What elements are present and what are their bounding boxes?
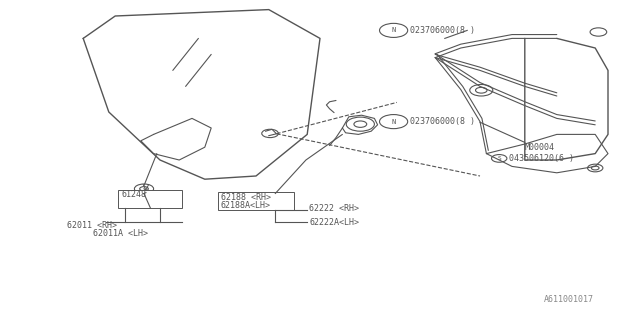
- Text: M00004: M00004: [525, 143, 555, 152]
- Text: A611001017: A611001017: [544, 295, 594, 304]
- Text: 62011A <LH>: 62011A <LH>: [93, 229, 148, 238]
- Text: 043506120(6 ): 043506120(6 ): [509, 154, 574, 163]
- Text: 61248: 61248: [122, 190, 147, 199]
- Circle shape: [380, 23, 408, 37]
- Text: N: N: [392, 119, 396, 124]
- Circle shape: [380, 115, 408, 129]
- Text: S: S: [497, 156, 501, 161]
- Text: 62222A<LH>: 62222A<LH>: [309, 218, 359, 227]
- Bar: [218, 192, 294, 210]
- Text: 023706000(8 ): 023706000(8 ): [410, 117, 475, 126]
- Text: 62188 <RH>: 62188 <RH>: [221, 193, 271, 202]
- Bar: [118, 190, 182, 208]
- Text: 62222 <RH>: 62222 <RH>: [309, 204, 359, 213]
- Text: N: N: [392, 28, 396, 33]
- Text: 023706000(8 ): 023706000(8 ): [410, 26, 475, 35]
- Text: 62188A<LH>: 62188A<LH>: [221, 201, 271, 210]
- Text: 62011 <RH>: 62011 <RH>: [67, 221, 117, 230]
- Circle shape: [492, 155, 507, 162]
